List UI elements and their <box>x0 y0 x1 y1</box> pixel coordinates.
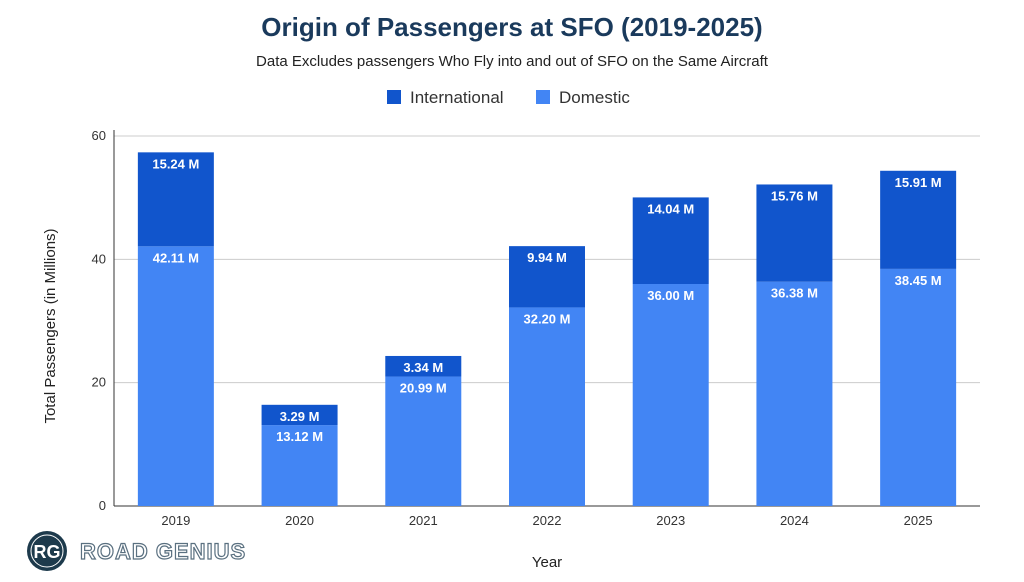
y-tick-label: 60 <box>92 128 106 143</box>
x-tick-label: 2021 <box>409 513 438 528</box>
y-tick-label: 40 <box>92 251 106 266</box>
data-label: 3.29 M <box>280 409 320 424</box>
chart-subtitle: Data Excludes passengers Who Fly into an… <box>256 53 769 70</box>
bar-international-2020 <box>261 404 338 426</box>
x-tick-label: 2022 <box>533 513 562 528</box>
bar-domestic-2019 <box>137 246 214 507</box>
data-label: 3.34 M <box>403 360 443 375</box>
x-axis-label: Year <box>532 554 562 571</box>
chart-title: Origin of Passengers at SFO (2019-2025) <box>261 12 762 42</box>
y-tick-label: 0 <box>99 498 106 513</box>
x-tick-label: 2023 <box>656 513 685 528</box>
data-label: 36.00 M <box>647 288 694 303</box>
legend-label-domestic: Domestic <box>559 88 630 107</box>
bar-domestic-2025 <box>880 268 957 506</box>
bar-domestic-2022 <box>509 307 585 506</box>
data-label: 9.94 M <box>527 250 567 265</box>
data-label: 36.38 M <box>771 286 818 301</box>
data-label: 42.11 M <box>153 250 199 265</box>
bar-international-2019 <box>137 152 214 247</box>
data-label: 13.12 M <box>276 429 323 444</box>
data-label: 14.04 M <box>647 201 694 216</box>
bar-domestic-2023 <box>632 284 709 506</box>
road-genius-logo: RG ROAD GENIUS <box>27 531 246 571</box>
bar-international-2025 <box>880 170 957 269</box>
data-label: 15.24 M <box>152 156 199 171</box>
bar-international-2022 <box>509 246 585 308</box>
data-label: 32.20 M <box>524 311 571 326</box>
bar-international-2024 <box>756 184 833 282</box>
legend-swatch-domestic <box>536 90 550 104</box>
bar-domestic-2021 <box>385 376 462 506</box>
x-tick-label: 2025 <box>904 513 933 528</box>
y-tick-label: 20 <box>92 375 106 390</box>
data-label: 20.99 M <box>400 381 447 396</box>
bar-international-2021 <box>385 355 462 377</box>
logo-initials: RG <box>34 542 61 562</box>
data-label: 15.91 M <box>895 175 942 190</box>
logo-text: ROAD GENIUS <box>80 539 246 564</box>
data-label: 15.76 M <box>771 188 818 203</box>
data-label: 38.45 M <box>895 273 942 288</box>
legend-label-international: International <box>410 88 504 107</box>
x-tick-label: 2024 <box>780 513 809 528</box>
legend: International Domestic <box>387 88 630 107</box>
bar-international-2023 <box>632 197 709 284</box>
legend-swatch-international <box>387 90 401 104</box>
x-tick-label: 2019 <box>161 513 190 528</box>
x-tick-label: 2020 <box>285 513 314 528</box>
y-axis-label: Total Passengers (in Millions) <box>42 228 59 423</box>
bar-domestic-2020 <box>261 425 338 506</box>
bar-domestic-2024 <box>756 281 833 506</box>
